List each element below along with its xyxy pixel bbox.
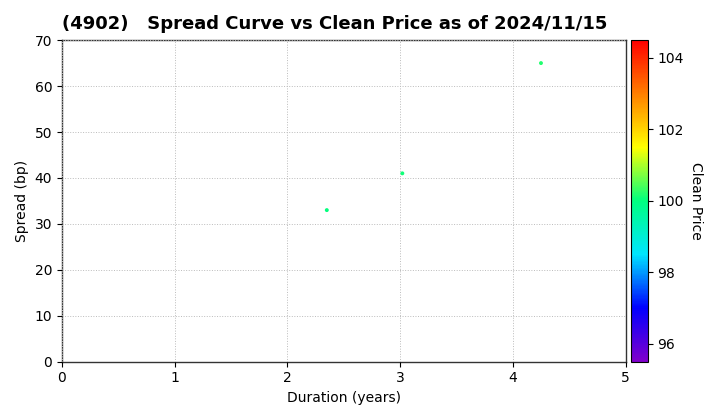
Y-axis label: Clean Price: Clean Price — [689, 162, 703, 240]
Y-axis label: Spread (bp): Spread (bp) — [15, 160, 29, 242]
X-axis label: Duration (years): Duration (years) — [287, 391, 401, 405]
Point — [397, 170, 408, 177]
Point — [535, 60, 546, 66]
Point — [321, 207, 333, 213]
Text: (4902)   Spread Curve vs Clean Price as of 2024/11/15: (4902) Spread Curve vs Clean Price as of… — [62, 15, 607, 33]
